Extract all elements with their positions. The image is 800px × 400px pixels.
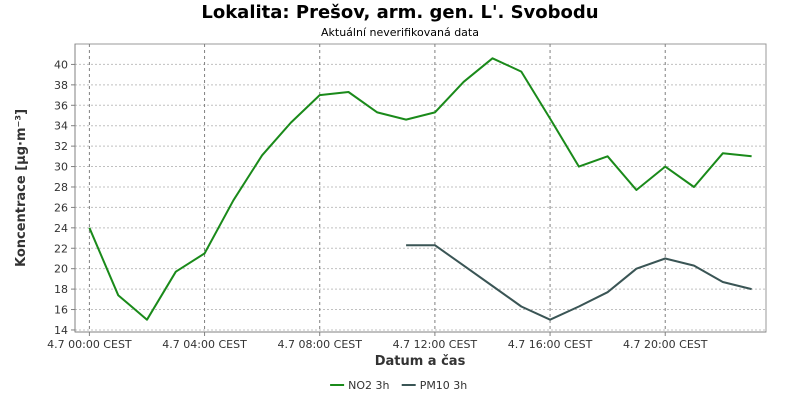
y-axis: 14 16 18 20 22 24 26 28 30 32 34 36 38 40 bbox=[54, 44, 76, 337]
y-tick-label: 34 bbox=[54, 120, 68, 133]
chart-subtitle: Aktuální neverifikovaná data bbox=[321, 26, 479, 39]
plot-area bbox=[74, 43, 767, 333]
y-tick-label: 28 bbox=[54, 181, 68, 194]
series-line-no2-3h bbox=[88, 57, 752, 321]
y-tick-label: 26 bbox=[54, 201, 68, 214]
x-tick-label: 4.7 00:00 CEST bbox=[47, 338, 132, 351]
y-tick-label: 20 bbox=[54, 263, 68, 276]
y-tick-label: 18 bbox=[54, 283, 68, 296]
legend-label: NO2 3h bbox=[348, 379, 389, 392]
x-axis-label: Datum a čas bbox=[375, 354, 466, 369]
y-axis-label: Koncentrace [µg·m⁻³] bbox=[14, 109, 29, 267]
y-tick-label: 32 bbox=[54, 140, 68, 153]
chart-title: Lokalita: Prešov, arm. gen. L'. Svobodu bbox=[201, 2, 598, 23]
y-tick-label: 22 bbox=[54, 242, 68, 255]
x-tick-label: 4.7 08:00 CEST bbox=[277, 338, 362, 351]
y-tick-label: 30 bbox=[54, 161, 68, 174]
y-tick-label: 38 bbox=[54, 79, 68, 92]
x-tick-label: 4.7 12:00 CEST bbox=[393, 338, 478, 351]
series-lines bbox=[88, 57, 752, 321]
y-tick-label: 24 bbox=[54, 222, 68, 235]
grid bbox=[75, 44, 766, 332]
y-tick-label: 36 bbox=[54, 99, 68, 112]
x-axis: 4.7 00:00 CEST 4.7 04:00 CEST 4.7 08:00 CE… bbox=[47, 331, 766, 351]
legend: NO2 3h PM10 3h bbox=[330, 379, 467, 392]
legend-label: PM10 3h bbox=[420, 379, 468, 392]
y-tick-label: 14 bbox=[54, 324, 68, 337]
x-tick-label: 4.7 20:00 CEST bbox=[623, 338, 708, 351]
x-tick-label: 4.7 04:00 CEST bbox=[162, 338, 247, 351]
y-tick-label: 16 bbox=[54, 304, 68, 317]
x-tick-label: 4.7 16:00 CEST bbox=[508, 338, 593, 351]
y-tick-label: 40 bbox=[54, 58, 68, 71]
